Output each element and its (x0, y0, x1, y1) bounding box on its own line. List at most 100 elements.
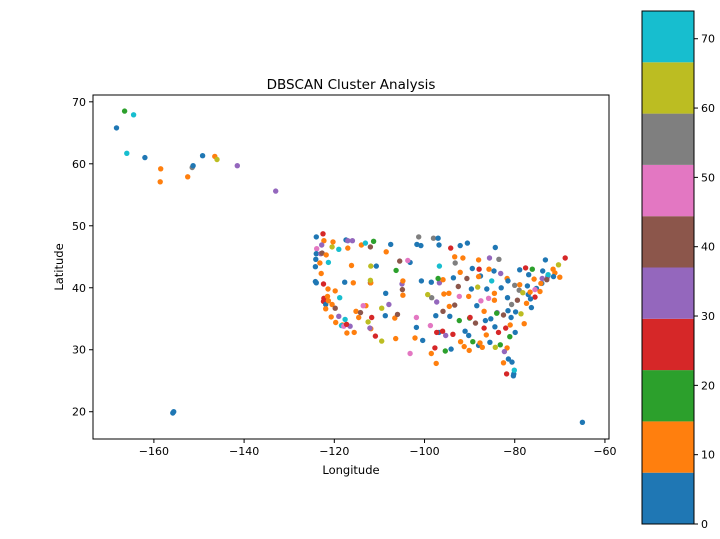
data-point (373, 263, 379, 269)
data-point (448, 245, 454, 251)
data-point (481, 325, 487, 331)
data-point (332, 305, 338, 311)
data-point (545, 272, 551, 278)
data-point (344, 330, 350, 336)
data-point (478, 298, 484, 304)
data-point (350, 280, 356, 286)
data-point (579, 419, 586, 425)
data-point (313, 256, 319, 262)
data-point (425, 291, 431, 298)
data-point (474, 303, 480, 309)
data-point (388, 241, 394, 248)
data-point (501, 348, 508, 355)
data-point (418, 278, 425, 284)
data-point (130, 112, 137, 118)
data-point (537, 288, 543, 295)
data-point (434, 299, 440, 305)
data-point (399, 286, 406, 293)
data-point (185, 174, 191, 180)
data-point (452, 302, 458, 308)
y-tick-label: 30 (72, 344, 86, 357)
data-point (503, 325, 509, 331)
data-point (433, 313, 439, 319)
data-point (492, 344, 498, 350)
data-point (443, 332, 449, 339)
data-point (491, 290, 498, 296)
x-tick-label: −100 (409, 445, 439, 458)
x-tick-label: −80 (503, 445, 526, 458)
data-point (158, 166, 164, 172)
data-point (313, 234, 319, 240)
data-point (500, 360, 507, 366)
data-point (313, 251, 319, 257)
data-point (456, 317, 462, 324)
x-tick-label: −160 (139, 445, 169, 458)
data-point (526, 272, 532, 278)
data-point (358, 242, 365, 248)
data-point (356, 314, 362, 321)
data-point (485, 295, 492, 301)
data-point (450, 331, 456, 337)
y-tick-label: 60 (72, 158, 86, 171)
data-point (538, 280, 544, 287)
data-point (345, 245, 351, 251)
data-point (323, 252, 329, 258)
data-point (353, 308, 359, 314)
data-point (345, 238, 351, 244)
data-point (491, 268, 497, 274)
data-point (467, 314, 473, 321)
colorbar-segment (642, 318, 694, 371)
colorbar-segment (642, 267, 694, 319)
data-point (527, 296, 534, 302)
colorbar-tick-label: 60 (701, 102, 715, 115)
colorbar-segment (642, 421, 694, 473)
data-point (319, 242, 325, 248)
data-point (405, 257, 411, 264)
data-point (436, 242, 442, 248)
data-point (539, 275, 545, 282)
data-point (504, 345, 510, 351)
data-point (357, 309, 364, 316)
data-point (527, 289, 533, 295)
data-point (481, 308, 487, 314)
colorbar-tick-label: 10 (701, 449, 715, 462)
data-point (325, 298, 332, 304)
data-point (392, 315, 398, 321)
data-point (511, 367, 517, 373)
data-point (343, 321, 350, 327)
data-point (416, 234, 422, 240)
data-point (320, 231, 326, 237)
data-point (142, 154, 148, 161)
data-point (512, 309, 519, 315)
data-point (430, 235, 437, 241)
data-point (523, 300, 530, 306)
data-point (157, 179, 163, 185)
plot-frame (92, 94, 610, 440)
data-point (439, 328, 446, 334)
data-point (488, 316, 494, 322)
data-point (342, 316, 348, 323)
data-point (382, 313, 388, 319)
data-point (509, 359, 515, 365)
data-point (273, 188, 279, 194)
y-axis-label: Latitude (52, 243, 66, 290)
data-point (441, 291, 447, 297)
colorbar-segment (642, 62, 694, 114)
data-point (414, 241, 420, 248)
data-point (320, 281, 327, 287)
data-point (447, 313, 453, 319)
data-point (446, 303, 452, 310)
data-point (455, 283, 461, 290)
data-point (420, 337, 426, 344)
x-axis: −160 −140 −120 −100 −80 −60 (139, 439, 617, 458)
data-point (325, 286, 331, 292)
data-point (360, 303, 366, 309)
data-point (487, 339, 493, 345)
data-point (520, 290, 526, 296)
data-point (504, 295, 511, 301)
data-point (329, 301, 335, 308)
data-point (214, 156, 220, 163)
data-point (492, 244, 498, 251)
data-point (386, 301, 392, 308)
data-point (508, 301, 515, 308)
